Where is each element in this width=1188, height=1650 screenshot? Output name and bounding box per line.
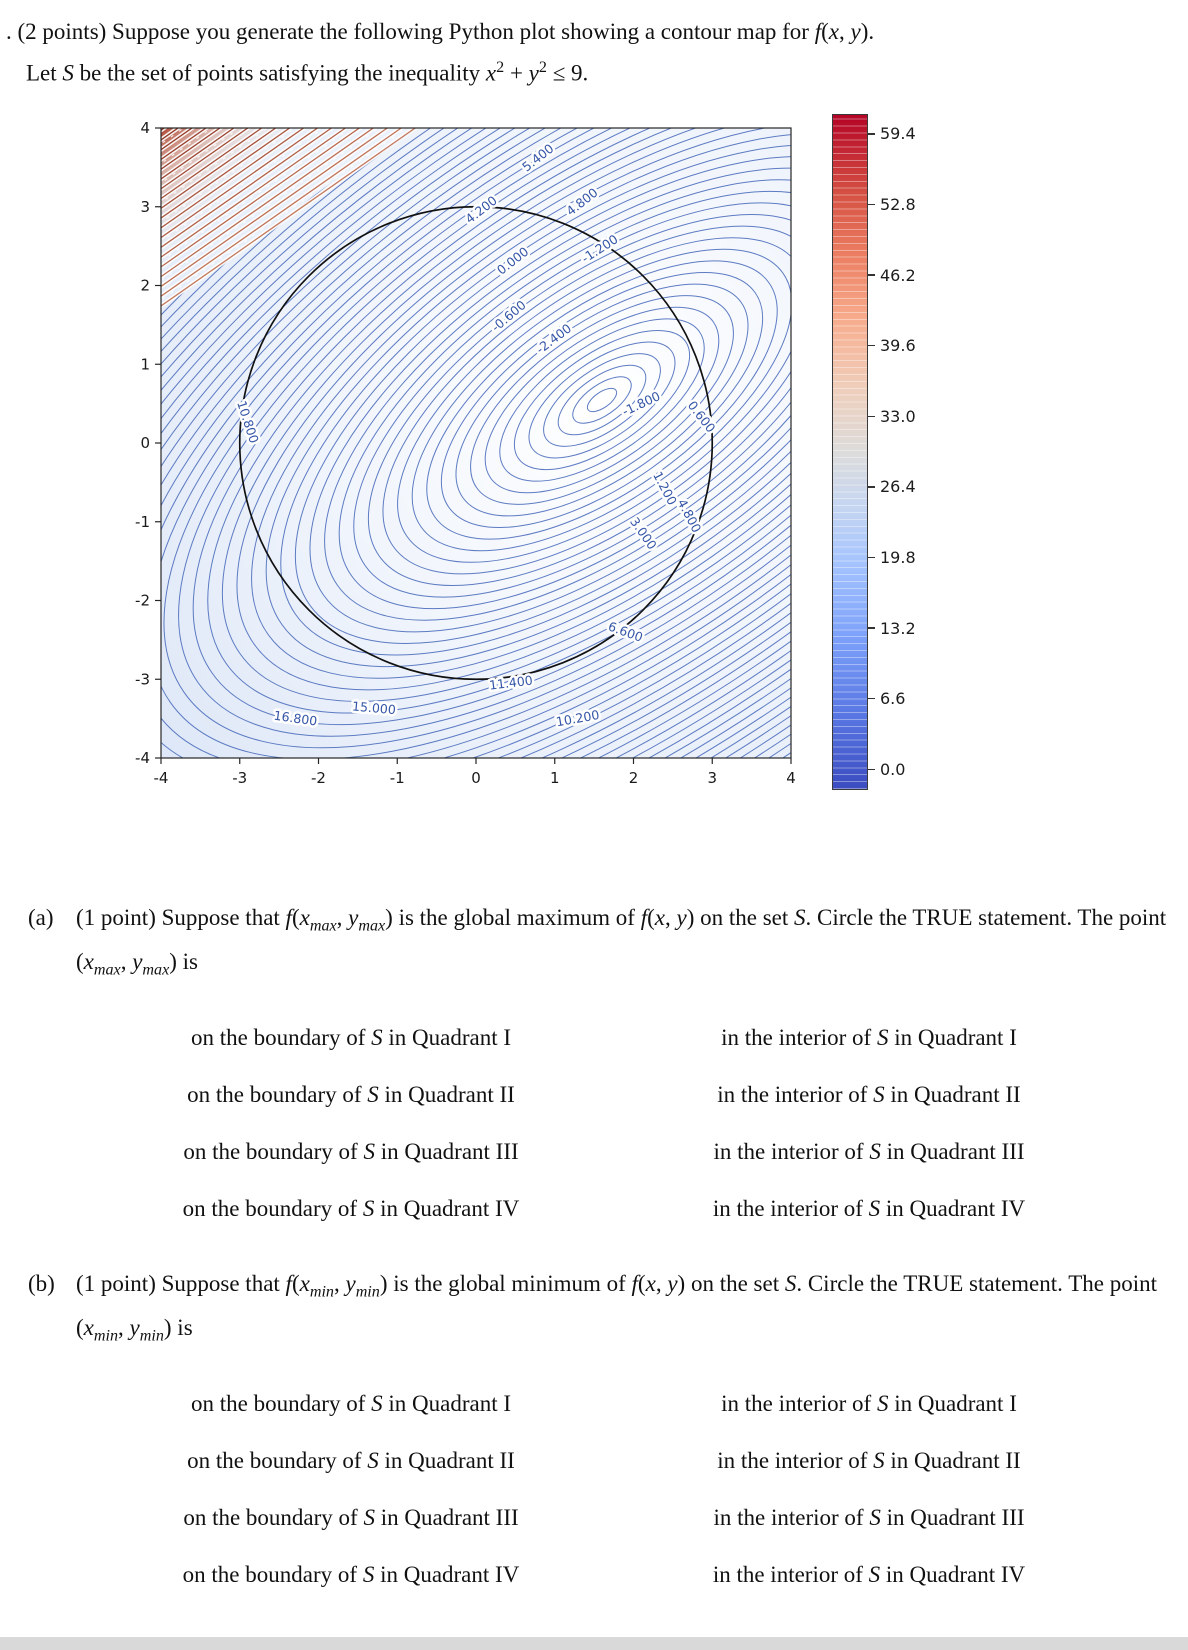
colorbar-tick-label: 59.4 [880, 124, 916, 144]
option-b-boundary-quadrant-2: on the boundary of S in Quadrant II [187, 1448, 515, 1474]
option-b-boundary-quadrant-1: on the boundary of S in Quadrant I [190, 1391, 512, 1417]
problem-statement-line2: Let S be the set of points satisfying th… [26, 59, 589, 86]
colorbar-tick-label: 0.0 [880, 759, 906, 779]
colorbar-gradient [832, 113, 868, 790]
problem-statement-line1: . (2 points) Suppose you generate the fo… [6, 19, 875, 44]
contour-label: 15.000 [352, 698, 397, 717]
svg-text:2: 2 [629, 769, 639, 787]
colorbar-tick: 39.6 [868, 336, 916, 356]
option-b-interior-quadrant-3: in the interior of S in Quadrant III [713, 1505, 1025, 1531]
svg-text:-2: -2 [135, 591, 150, 609]
colorbar-tick: 6.6 [868, 689, 906, 709]
colorbar-tick-mark [868, 486, 875, 488]
high-value-contours [161, 127, 420, 309]
svg-text:-2: -2 [311, 769, 326, 787]
svg-text:3: 3 [140, 197, 150, 215]
colorbar-tick-label: 39.6 [880, 336, 916, 356]
svg-text:4: 4 [140, 119, 150, 137]
colorbar-tick: 33.0 [868, 406, 916, 426]
colorbar-tick: 52.8 [868, 195, 916, 215]
axis-ticks: -4 -3 -2 -1 0 1 2 3 4 4 3 2 1 0 -1 -2 -3 -4 [135, 119, 796, 787]
colorbar-tick-mark [868, 133, 875, 135]
svg-text:-3: -3 [135, 670, 150, 688]
svg-text:-1: -1 [390, 769, 405, 787]
svg-text:0: 0 [140, 434, 150, 452]
colorbar-tick-mark [868, 345, 875, 347]
contour-figure: -4 -3 -2 -1 0 1 2 3 4 4 3 2 1 0 -1 -2 -3 -4 5.400 4.800 4.2… [106, 113, 1188, 818]
page-bottom-strip [0, 1637, 1188, 1650]
option-b-boundary-quadrant-4: on the boundary of S in Quadrant IV [182, 1562, 520, 1588]
colorbar-tick-label: 46.2 [880, 265, 916, 285]
svg-text:-4: -4 [154, 769, 169, 787]
colorbar-tick-label: 19.8 [880, 548, 916, 568]
option-b-boundary-quadrant-3: on the boundary of S in Quadrant III [183, 1505, 519, 1531]
colorbar-tick: 46.2 [868, 265, 916, 285]
svg-text:3: 3 [707, 769, 717, 787]
option-b-interior-quadrant-2: in the interior of S in Quadrant II [717, 1448, 1021, 1474]
colorbar-tick-mark [868, 627, 875, 629]
contour-lines [161, 127, 791, 758]
colorbar-tick: 0.0 [868, 759, 906, 779]
question-b-options: on the boundary of S in Quadrant I in th… [92, 1389, 1128, 1590]
question-a: (a) (1 point) Suppose that f(xmax, ymax)… [28, 900, 1174, 1224]
colorbar-tick: 26.4 [868, 477, 916, 497]
colorbar-tick-mark [868, 698, 875, 700]
colorbar-tick: 59.4 [868, 124, 916, 144]
svg-text:-4: -4 [135, 749, 150, 767]
svg-text:1: 1 [550, 769, 560, 787]
colorbar-tick-mark [868, 556, 875, 559]
exam-page: . (2 points) Suppose you generate the fo… [0, 19, 1188, 1650]
colorbar-tick-label: 52.8 [880, 195, 916, 215]
question-a-options: on the boundary of S in Quadrant I in th… [92, 1023, 1128, 1224]
colorbar-tick-labels: 59.4 52.8 46.2 39.6 33.0 26.4 19.8 13.2 6.6 0.0 [868, 114, 938, 790]
constraint-circle [238, 205, 714, 680]
svg-text:1: 1 [140, 355, 150, 373]
option-a-interior-quadrant-4: in the interior of S in Quadrant IV [712, 1195, 1026, 1221]
svg-text:4: 4 [786, 769, 796, 787]
colorbar-tick-label: 13.2 [880, 618, 916, 638]
question-b-label: (b) [28, 1270, 55, 1296]
question-a-prompt: (1 point) Suppose that f(xmax, ymax) is … [76, 904, 1167, 979]
colorbar-tick-label: 33.0 [880, 406, 916, 426]
colorbar-tick: 19.8 [868, 548, 916, 568]
svg-text:0: 0 [471, 769, 481, 787]
option-a-boundary-quadrant-1: on the boundary of S in Quadrant I [190, 1024, 512, 1050]
question-b-prompt: (1 point) Suppose that f(xmin, ymin) is … [76, 1270, 1158, 1346]
option-a-interior-quadrant-2: in the interior of S in Quadrant II [717, 1081, 1021, 1107]
colorbar-tick-mark [868, 203, 875, 206]
question-b: (b) (1 point) Suppose that f(xmin, ymin)… [28, 1266, 1174, 1590]
option-a-interior-quadrant-1: in the interior of S in Quadrant I [721, 1024, 1017, 1050]
colorbar-tick-mark [868, 274, 875, 276]
svg-text:-1: -1 [135, 512, 150, 530]
option-b-interior-quadrant-4: in the interior of S in Quadrant IV [712, 1562, 1026, 1588]
question-a-label: (a) [28, 904, 54, 930]
colorbar: 59.4 52.8 46.2 39.6 33.0 26.4 19.8 13.2 6.6 0.0 [832, 113, 916, 790]
colorbar-tick-label: 26.4 [880, 477, 916, 497]
svg-text:-3: -3 [232, 769, 247, 787]
option-b-interior-quadrant-1: in the interior of S in Quadrant I [721, 1391, 1017, 1417]
option-a-boundary-quadrant-2: on the boundary of S in Quadrant II [187, 1081, 515, 1107]
colorbar-tick: 13.2 [868, 618, 916, 638]
colorbar-tick-label: 6.6 [880, 689, 906, 709]
colorbar-tick-mark [868, 415, 875, 418]
option-a-boundary-quadrant-4: on the boundary of S in Quadrant IV [182, 1195, 520, 1221]
colorbar-tick-mark [868, 768, 875, 771]
svg-text:2: 2 [140, 276, 150, 294]
option-a-boundary-quadrant-3: on the boundary of S in Quadrant III [183, 1138, 519, 1164]
option-a-interior-quadrant-3: in the interior of S in Quadrant III [713, 1138, 1025, 1164]
